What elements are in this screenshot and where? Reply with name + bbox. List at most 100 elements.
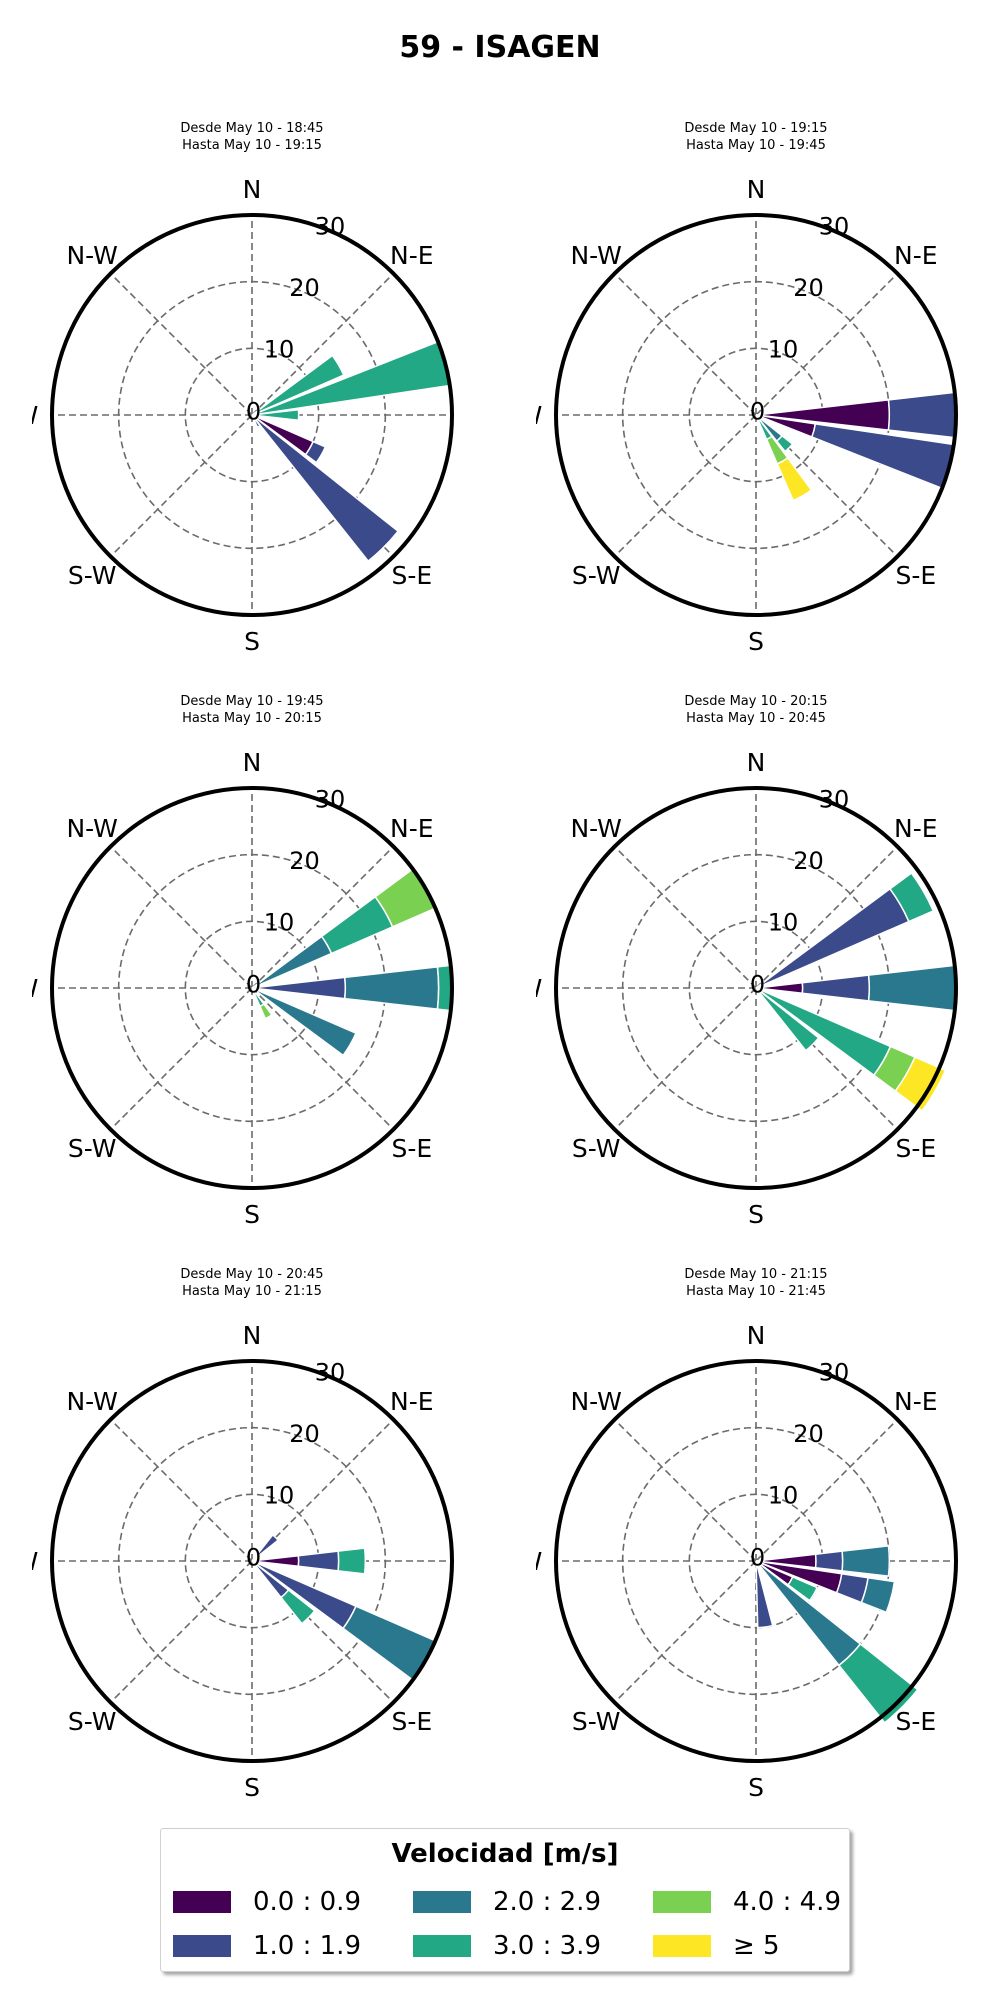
windrose-bar-segment — [755, 987, 820, 1052]
direction-label: N-E — [894, 1387, 938, 1416]
direction-label: N — [747, 1321, 766, 1350]
panel-title-from: Desde May 10 - 20:45 — [180, 1267, 324, 1282]
radial-tick-label: 0 — [246, 397, 261, 425]
outer-circle — [554, 1359, 958, 1763]
direction-gridline — [251, 987, 394, 1130]
radial-tick-label: 20 — [289, 847, 320, 875]
radial-tick-label: 10 — [264, 336, 295, 364]
windrose-bar-segment — [251, 987, 357, 1057]
direction-label: S — [748, 627, 764, 656]
direction-label: W — [32, 401, 38, 430]
direction-label: E — [470, 974, 472, 1003]
radial-tick-label: 10 — [768, 909, 799, 937]
direction-label: W — [536, 1547, 542, 1576]
legend-swatch — [413, 1891, 471, 1913]
direction-label: S-W — [572, 1134, 621, 1163]
direction-label: S-E — [895, 1707, 936, 1736]
direction-label: N-W — [66, 814, 117, 843]
direction-label: W — [536, 974, 542, 1003]
direction-label: S-W — [572, 1707, 621, 1736]
direction-label: N-E — [390, 241, 434, 270]
direction-label: N — [747, 175, 766, 204]
outer-circle — [554, 786, 958, 1190]
direction-label: N-E — [894, 814, 938, 843]
direction-label: W — [536, 401, 542, 430]
direction-label: S — [748, 1773, 764, 1802]
windrose-bar-segment — [841, 1545, 891, 1577]
windrose-bar-segment — [860, 1576, 896, 1614]
radial-tick-label: 20 — [793, 847, 824, 875]
direction-gridline — [614, 846, 757, 989]
direction-gridline — [614, 1560, 757, 1703]
windrose-bar-segment — [814, 1550, 844, 1572]
direction-label: S — [244, 1773, 260, 1802]
panel-title-to: Hasta May 10 - 19:15 — [182, 138, 322, 153]
windrose-bar-segment — [297, 1550, 340, 1572]
panel-title: Desde May 10 - 18:45 Hasta May 10 - 19:15 — [32, 120, 472, 154]
legend-label: 1.0 : 1.9 — [253, 1931, 361, 1961]
direction-gridline — [110, 1560, 253, 1703]
radial-tick-label: 20 — [289, 274, 320, 302]
direction-label: W — [32, 1547, 38, 1576]
legend-label: 0.0 : 0.9 — [253, 1887, 361, 1917]
direction-label: S — [748, 1200, 764, 1229]
radial-tick-label: 0 — [750, 1543, 765, 1571]
panel-title: Desde May 10 - 21:15 Hasta May 10 - 21:45 — [536, 1266, 976, 1300]
legend-swatch — [173, 1935, 231, 1957]
direction-label: N-W — [570, 814, 621, 843]
direction-label: S-E — [391, 561, 432, 590]
direction-gridline — [110, 414, 253, 557]
panel-title: Desde May 10 - 19:15 Hasta May 10 - 19:45 — [536, 120, 976, 154]
legend-label: 3.0 : 3.9 — [493, 1931, 601, 1961]
direction-label: N-E — [390, 1387, 434, 1416]
direction-gridline — [251, 846, 394, 989]
radial-tick-label: 10 — [264, 909, 295, 937]
windrose-bar-segment — [251, 354, 345, 416]
direction-label: N-W — [570, 241, 621, 270]
windrose-bar-segment — [304, 440, 327, 464]
direction-label: S-W — [68, 1707, 117, 1736]
windrose-bar-segment — [787, 1575, 819, 1602]
direction-label: N — [243, 1321, 262, 1350]
windrose-panel: Desde May 10 - 19:15 Hasta May 10 - 19:45… — [536, 120, 976, 680]
direction-label: N — [747, 748, 766, 777]
direction-gridline — [251, 273, 394, 416]
main-title: 59 - ISAGEN — [399, 30, 601, 65]
radial-tick-label: 0 — [750, 970, 765, 998]
panel-title: Desde May 10 - 19:45 Hasta May 10 - 20:15 — [32, 693, 472, 727]
windrose-plot: 0 10 20 30 N N-E E S-E S S-W W N-W — [32, 175, 472, 656]
outer-circle — [554, 213, 958, 617]
direction-label: S-W — [572, 561, 621, 590]
direction-label: S-E — [895, 561, 936, 590]
legend-swatch — [653, 1935, 711, 1957]
panel-title: Desde May 10 - 20:45 Hasta May 10 - 21:15 — [32, 1266, 472, 1300]
windrose-bar-segment — [251, 414, 400, 563]
direction-gridline — [110, 1419, 253, 1562]
windrose-bar-segment — [251, 1533, 280, 1562]
radial-tick-label: 10 — [768, 1482, 799, 1510]
panel-title-to: Hasta May 10 - 20:15 — [182, 711, 322, 726]
panel-title-to: Hasta May 10 - 21:45 — [686, 1284, 826, 1299]
radial-tick-label: 10 — [264, 1482, 295, 1510]
direction-label: W — [32, 974, 38, 1003]
direction-gridline — [614, 987, 757, 1130]
windrose-bar-segment — [251, 414, 261, 429]
direction-gridline — [110, 273, 253, 416]
radial-tick-label: 30 — [819, 1359, 850, 1387]
windrose-bar-segment — [755, 1560, 774, 1629]
windrose-bar-segment — [867, 964, 957, 1012]
direction-label: E — [974, 1547, 976, 1576]
windrose-bar-segment — [894, 1056, 947, 1112]
direction-gridline — [614, 414, 757, 557]
direction-label: S-E — [391, 1134, 432, 1163]
direction-gridline — [110, 846, 253, 989]
windrose-bar-segment — [279, 1588, 316, 1625]
windrose-bar-segment — [888, 871, 935, 923]
outer-circle — [50, 786, 454, 1190]
legend-swatch — [653, 1891, 711, 1913]
direction-label: E — [470, 401, 472, 430]
direction-label: N-W — [570, 1387, 621, 1416]
radial-tick-label: 30 — [315, 786, 346, 814]
panel-title-from: Desde May 10 - 18:45 — [180, 121, 324, 136]
direction-label: N-E — [390, 814, 434, 843]
